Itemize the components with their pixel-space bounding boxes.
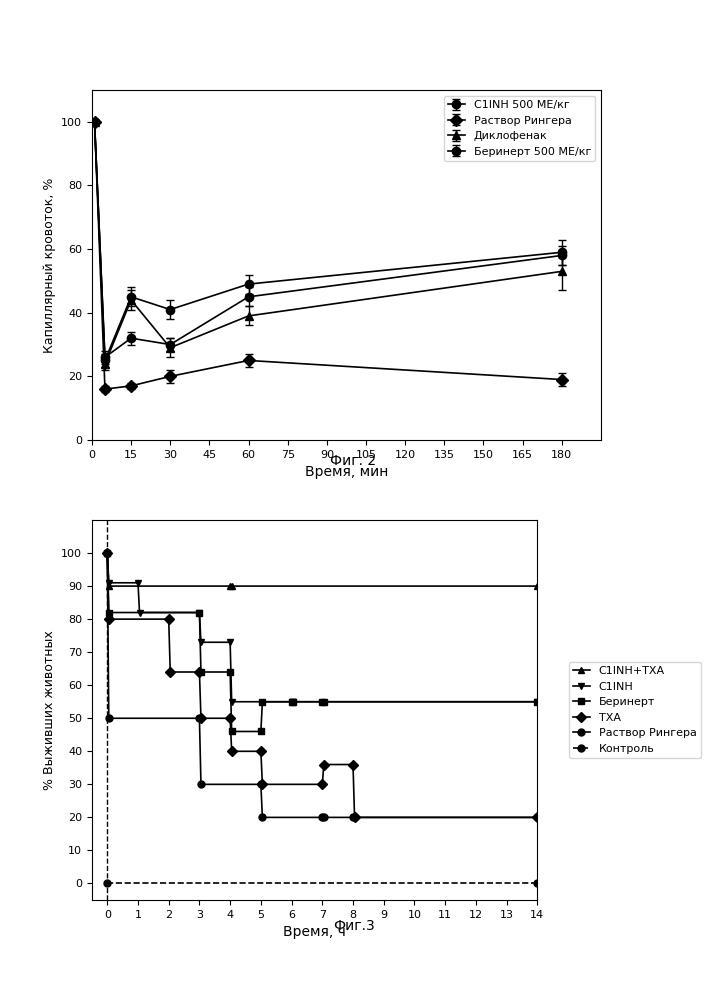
ТХА bbox=[166, 666, 175, 678]
ТХА bbox=[350, 811, 358, 823]
Раствор Рингера bbox=[320, 811, 328, 823]
Раствор Рингера bbox=[350, 811, 358, 823]
Раствор Рингера bbox=[105, 712, 113, 724]
X-axis label: Время, ч: Время, ч bbox=[284, 925, 346, 939]
C1INH+TXA bbox=[226, 580, 235, 592]
Line: C1INH+TXA: C1INH+TXA bbox=[104, 550, 541, 590]
Беринерт bbox=[228, 725, 236, 737]
Беринерт bbox=[226, 666, 235, 678]
Беринерт bbox=[195, 607, 204, 619]
C1INH bbox=[289, 696, 298, 708]
ТХА bbox=[257, 745, 265, 757]
ТХА bbox=[318, 778, 327, 790]
Беринерт bbox=[320, 696, 328, 708]
Legend: C1INH+TXA, C1INH, Беринерт, ТХА, Раствор Рингера, Контроль: C1INH+TXA, C1INH, Беринерт, ТХА, Раствор… bbox=[568, 662, 701, 758]
Text: Фиг. 2: Фиг. 2 bbox=[330, 454, 377, 468]
Line: C1INH: C1INH bbox=[104, 550, 541, 705]
Раствор Рингера bbox=[195, 712, 204, 724]
Line: Раствор Рингера: Раствор Рингера bbox=[104, 550, 541, 821]
C1INH bbox=[287, 696, 296, 708]
Беринерт bbox=[197, 666, 205, 678]
Раствор Рингера bbox=[103, 547, 112, 559]
ТХА bbox=[165, 613, 173, 625]
Раствор Рингера bbox=[257, 778, 265, 790]
Раствор Рингера bbox=[258, 811, 267, 823]
Раствор Рингера bbox=[349, 811, 357, 823]
C1INH bbox=[105, 577, 113, 589]
C1INH bbox=[533, 696, 542, 708]
Беринерт bbox=[258, 696, 267, 708]
ТХА bbox=[258, 778, 267, 790]
ТХА bbox=[105, 613, 113, 625]
ТХА bbox=[349, 759, 357, 771]
ТХА bbox=[320, 759, 328, 771]
ТХА bbox=[533, 811, 542, 823]
C1INH+TXA bbox=[228, 580, 236, 592]
Text: Фиг.3: Фиг.3 bbox=[332, 919, 375, 933]
C1INH bbox=[228, 696, 236, 708]
C1INH bbox=[134, 577, 142, 589]
Line: ТХА: ТХА bbox=[104, 550, 541, 821]
Line: Беринерт: Беринерт bbox=[104, 550, 541, 735]
Раствор Рингера bbox=[318, 811, 327, 823]
ТХА bbox=[103, 547, 112, 559]
C1INH+TXA bbox=[105, 580, 113, 592]
Беринерт bbox=[257, 725, 265, 737]
Раствор Рингера bbox=[197, 778, 205, 790]
C1INH bbox=[103, 547, 112, 559]
Y-axis label: % Выживших животных: % Выживших животных bbox=[42, 630, 56, 790]
ТХА bbox=[195, 666, 204, 678]
Legend: C1INH 500 МЕ/кг, Раствор Рингера, Диклофенак, Беринерт 500 МЕ/кг: C1INH 500 МЕ/кг, Раствор Рингера, Диклоф… bbox=[443, 96, 595, 161]
Беринерт bbox=[103, 547, 112, 559]
ТХА bbox=[226, 712, 235, 724]
Y-axis label: Капиллярный кровоток, %: Капиллярный кровоток, % bbox=[42, 177, 56, 353]
C1INH+TXA bbox=[103, 547, 112, 559]
Беринерт bbox=[318, 696, 327, 708]
ТХА bbox=[197, 712, 205, 724]
Беринерт bbox=[289, 696, 298, 708]
C1INH bbox=[195, 607, 204, 619]
Раствор Рингера bbox=[533, 811, 542, 823]
Беринерт bbox=[287, 696, 296, 708]
C1INH bbox=[226, 636, 235, 648]
C1INH bbox=[135, 607, 144, 619]
Беринерт bbox=[105, 607, 113, 619]
X-axis label: Время, мин: Время, мин bbox=[305, 465, 388, 479]
ТХА bbox=[228, 745, 236, 757]
C1INH+TXA bbox=[533, 580, 542, 592]
Беринерт bbox=[533, 696, 542, 708]
C1INH bbox=[197, 636, 205, 648]
